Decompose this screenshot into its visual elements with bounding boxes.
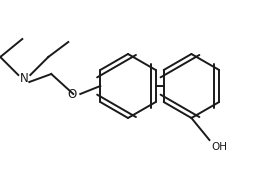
Text: N: N [20, 73, 29, 85]
Text: O: O [67, 87, 76, 100]
Text: OH: OH [211, 142, 227, 152]
